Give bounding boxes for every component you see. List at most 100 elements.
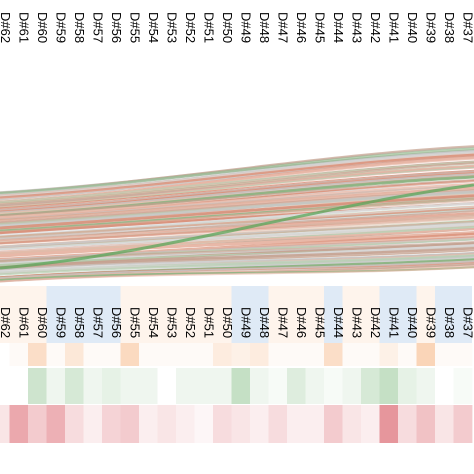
heatmap-cell <box>250 368 269 404</box>
heatmap-cell <box>213 368 232 404</box>
column-label: D#42 <box>368 12 383 43</box>
column-label: D#57 <box>90 307 105 338</box>
column-label: D#60 <box>35 12 50 43</box>
heatmap-cell <box>157 343 177 366</box>
heatmap-cell <box>213 405 232 443</box>
column-label: D#50 <box>220 12 235 43</box>
column-label: D#58 <box>72 307 87 338</box>
flow-band <box>0 153 474 199</box>
heatmap-cell <box>46 368 66 404</box>
flow-band <box>0 186 474 222</box>
heatmap-cell <box>324 368 343 404</box>
heatmap-cell <box>176 343 195 366</box>
column-label: D#46 <box>294 12 309 43</box>
bottom-column-labels: D#62 D#61 D#60 D#59 D#58 D#57 D#56 D#55 D#54 D#53… <box>0 307 474 338</box>
heatmap-cell <box>342 405 362 443</box>
column-label: D#62 <box>0 307 13 338</box>
heatmap-cell <box>250 405 269 443</box>
heatmap-cell <box>287 343 306 366</box>
flow-band <box>0 161 474 203</box>
flow-band <box>0 222 474 251</box>
column-label: D#47 <box>275 307 290 338</box>
heatmap-cell <box>9 405 29 443</box>
heatmap-cell <box>28 368 47 404</box>
column-label: D#52 <box>183 12 198 43</box>
column-label: D#53 <box>164 12 179 43</box>
heatmap-cell <box>213 343 232 366</box>
flow-band <box>0 220 474 250</box>
column-label: D#59 <box>53 12 68 43</box>
column-label: D#44 <box>331 12 346 43</box>
column-label: D#54 <box>146 12 161 43</box>
heatmap-cell <box>176 368 195 404</box>
column-label: D#58 <box>72 12 87 43</box>
column-label: D#39 <box>423 12 438 43</box>
column-label: D#38 <box>442 12 457 43</box>
heatmap-cell <box>139 368 158 404</box>
heatmap-cell <box>157 405 177 443</box>
heatmap-cell <box>342 343 362 366</box>
heatmap-cell <box>453 343 473 366</box>
heatmap-cell <box>46 405 66 443</box>
heatmap-cell <box>435 405 454 443</box>
column-label: D#56 <box>109 307 124 338</box>
heatmap-cell <box>9 368 29 404</box>
heatmap-cell <box>268 405 288 443</box>
column-label: D#41 <box>386 12 401 43</box>
heatmap-cell <box>231 368 251 404</box>
heatmap-cell <box>398 343 417 366</box>
column-label: D#59 <box>53 307 68 338</box>
column-label: D#52 <box>183 307 198 338</box>
column-label: D#47 <box>275 12 290 43</box>
flow-band <box>0 237 474 261</box>
column-label: D#45 <box>312 12 327 43</box>
heatmap-cell <box>250 343 269 366</box>
heatmap-cell <box>65 405 84 443</box>
column-label: D#44 <box>331 307 346 338</box>
heatmap-cell <box>46 343 66 366</box>
column-label: D#41 <box>386 307 401 338</box>
heatmap-cell <box>379 368 399 404</box>
heatmap-cell <box>83 343 103 366</box>
flow-bands <box>0 145 474 283</box>
column-label: D#53 <box>164 307 179 338</box>
column-label: D#48 <box>257 12 272 43</box>
top-column-labels: D#62 D#61 D#60 D#59 D#58 D#57 D#56 D#55 D#54 D#53… <box>0 12 474 43</box>
heatmap-cell <box>416 405 436 443</box>
heatmap-cell <box>231 343 251 366</box>
heatmap-cell <box>324 343 343 366</box>
column-label: D#62 <box>0 12 13 43</box>
heatmap-cell <box>416 368 436 404</box>
heatmap-cell <box>231 405 251 443</box>
heatmap-cell <box>120 343 140 366</box>
heatmap-cell <box>83 368 103 404</box>
column-label: D#49 <box>238 307 253 338</box>
column-label: D#51 <box>201 307 216 338</box>
column-label: D#55 <box>127 12 142 43</box>
column-label: D#56 <box>109 12 124 43</box>
flow-band <box>0 246 474 269</box>
tint-cell <box>0 286 10 366</box>
column-label: D#54 <box>146 307 161 338</box>
flow-band <box>0 254 474 276</box>
heatmap-cell <box>120 405 140 443</box>
heatmap-cell <box>453 368 473 404</box>
flow-band <box>0 183 474 270</box>
flow-band <box>0 169 474 209</box>
column-label: D#40 <box>405 12 420 43</box>
flow-band <box>0 170 474 211</box>
heatmap-tracks <box>0 343 473 443</box>
column-label: D#50 <box>220 307 235 338</box>
column-label: D#39 <box>423 307 438 338</box>
column-label: D#48 <box>257 307 272 338</box>
heatmap-cell <box>0 368 10 404</box>
heatmap-cell <box>379 343 399 366</box>
column-label: D#61 <box>16 12 31 43</box>
heatmap-cell <box>268 368 288 404</box>
heatmap-cell <box>398 368 417 404</box>
column-label: D#43 <box>349 307 364 338</box>
column-label: D#46 <box>294 307 309 338</box>
column-label: D#57 <box>90 12 105 43</box>
flow-band <box>0 182 474 220</box>
heatmap-cell <box>287 368 306 404</box>
